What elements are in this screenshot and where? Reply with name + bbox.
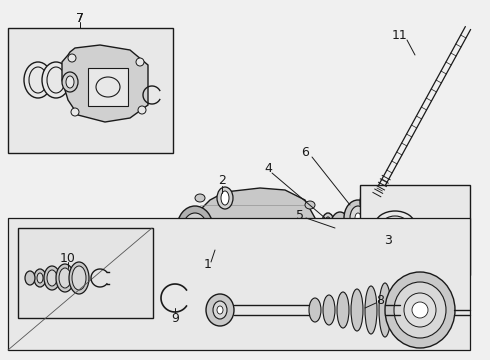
Ellipse shape bbox=[47, 270, 57, 286]
Ellipse shape bbox=[322, 213, 334, 233]
Ellipse shape bbox=[394, 282, 446, 338]
Bar bbox=[88, 68, 128, 106]
Text: 6: 6 bbox=[301, 145, 309, 158]
Ellipse shape bbox=[351, 289, 363, 331]
Ellipse shape bbox=[206, 294, 234, 326]
Ellipse shape bbox=[330, 212, 350, 244]
Ellipse shape bbox=[29, 67, 47, 93]
Ellipse shape bbox=[66, 76, 74, 88]
Text: 11: 11 bbox=[392, 28, 408, 41]
Ellipse shape bbox=[37, 273, 43, 283]
Ellipse shape bbox=[47, 67, 65, 93]
Ellipse shape bbox=[412, 302, 428, 318]
Text: 3: 3 bbox=[384, 234, 392, 247]
Ellipse shape bbox=[375, 211, 415, 239]
Ellipse shape bbox=[136, 58, 144, 66]
Ellipse shape bbox=[337, 292, 349, 328]
Ellipse shape bbox=[138, 106, 146, 114]
Ellipse shape bbox=[69, 262, 89, 294]
Ellipse shape bbox=[305, 201, 315, 209]
Ellipse shape bbox=[71, 108, 79, 116]
Ellipse shape bbox=[217, 187, 233, 209]
Ellipse shape bbox=[350, 206, 366, 230]
Ellipse shape bbox=[56, 264, 74, 292]
Ellipse shape bbox=[72, 266, 86, 290]
Bar bbox=[360, 185, 470, 275]
Ellipse shape bbox=[323, 295, 335, 325]
Ellipse shape bbox=[221, 191, 229, 205]
Ellipse shape bbox=[62, 72, 78, 92]
Text: 2: 2 bbox=[218, 174, 226, 186]
Ellipse shape bbox=[25, 271, 35, 285]
Ellipse shape bbox=[355, 213, 361, 223]
Ellipse shape bbox=[360, 187, 384, 217]
Ellipse shape bbox=[177, 206, 213, 250]
Text: 7: 7 bbox=[76, 12, 84, 24]
Ellipse shape bbox=[59, 268, 71, 288]
Text: 8: 8 bbox=[376, 293, 384, 306]
Bar bbox=[8, 218, 470, 350]
Text: 4: 4 bbox=[264, 162, 272, 175]
Ellipse shape bbox=[335, 219, 345, 237]
Text: 9: 9 bbox=[171, 311, 179, 324]
Ellipse shape bbox=[190, 222, 200, 234]
Ellipse shape bbox=[366, 193, 378, 211]
Ellipse shape bbox=[365, 286, 377, 334]
Ellipse shape bbox=[24, 62, 52, 98]
Text: 10: 10 bbox=[60, 252, 76, 265]
Ellipse shape bbox=[34, 269, 46, 287]
Polygon shape bbox=[190, 188, 315, 258]
Ellipse shape bbox=[379, 283, 391, 337]
Ellipse shape bbox=[183, 213, 207, 243]
Ellipse shape bbox=[44, 266, 60, 290]
Polygon shape bbox=[62, 45, 148, 122]
Ellipse shape bbox=[68, 54, 76, 62]
Ellipse shape bbox=[344, 200, 372, 236]
Ellipse shape bbox=[385, 272, 455, 348]
Ellipse shape bbox=[195, 194, 205, 202]
Ellipse shape bbox=[303, 241, 313, 249]
Bar bbox=[18, 228, 153, 318]
Ellipse shape bbox=[96, 77, 120, 97]
Text: 7: 7 bbox=[76, 12, 84, 24]
Ellipse shape bbox=[217, 306, 223, 314]
Ellipse shape bbox=[309, 298, 321, 322]
Ellipse shape bbox=[195, 244, 205, 252]
Bar bbox=[8, 28, 173, 153]
Ellipse shape bbox=[393, 280, 405, 340]
Ellipse shape bbox=[213, 301, 227, 319]
Ellipse shape bbox=[382, 216, 408, 234]
Text: 5: 5 bbox=[296, 208, 304, 221]
Text: 1: 1 bbox=[204, 258, 212, 271]
Ellipse shape bbox=[325, 217, 331, 229]
Ellipse shape bbox=[42, 62, 70, 98]
Ellipse shape bbox=[419, 227, 441, 243]
Ellipse shape bbox=[413, 223, 447, 247]
Ellipse shape bbox=[404, 293, 436, 327]
